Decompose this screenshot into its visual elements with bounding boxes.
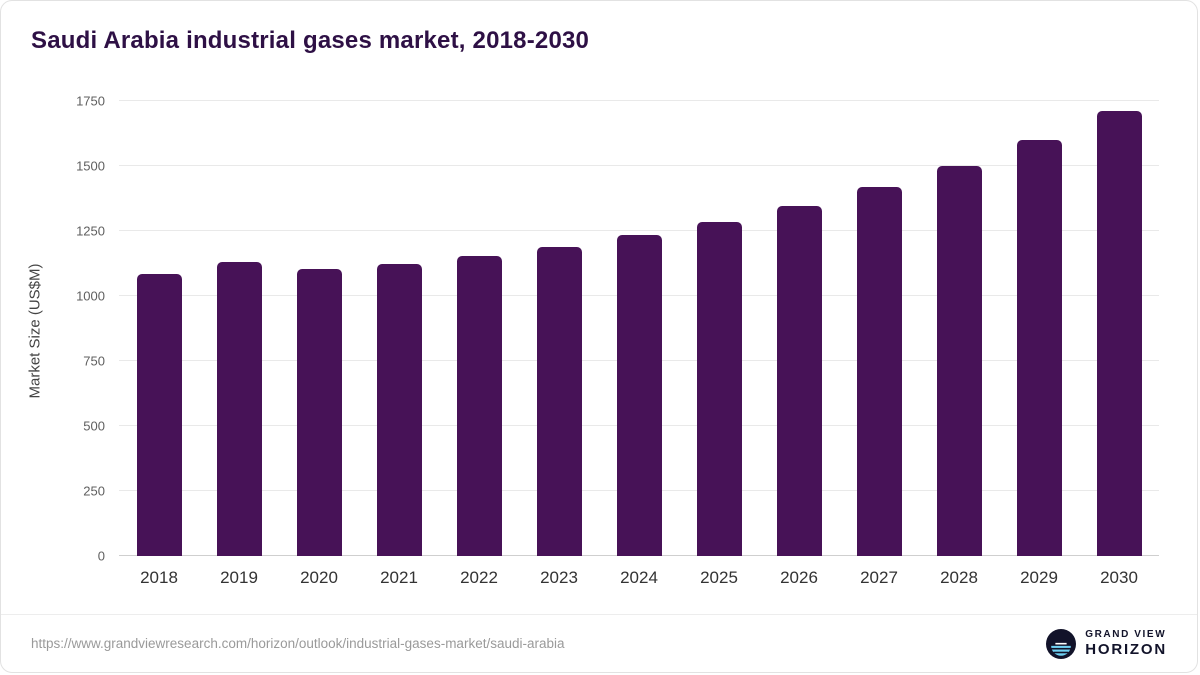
bar-2024: [616, 234, 662, 556]
plot-area: 0 250 500 750 1000 1250 1500 1750 2018 2019 2020 2…: [76, 94, 1159, 587]
bar-2021: [376, 263, 422, 556]
x-tick-label-2028: 2028: [940, 568, 978, 587]
x-tick-label-2030: 2030: [1100, 568, 1138, 587]
x-tick-label-2018: 2018: [140, 568, 178, 587]
gridline: [119, 230, 1159, 231]
x-labels: 2018 2019 2020 2021 2022 2023 2024 2025 2026 2027…: [119, 568, 1159, 588]
x-tick-label-2019: 2019: [220, 568, 258, 587]
bar-2030: [1096, 111, 1142, 556]
grand-view-horizon-logo: GRAND VIEW HORIZON: [1046, 628, 1167, 659]
source-url: https://www.grandviewresearch.com/horizo…: [31, 636, 565, 651]
logo-text-grand-view: GRAND VIEW: [1085, 629, 1167, 641]
bar-slot: [519, 101, 599, 556]
bar-2027: [856, 186, 902, 556]
bar-slot: [119, 101, 199, 556]
bar-slot: [679, 101, 759, 556]
bar-2020: [296, 268, 342, 556]
bar-slot: [199, 101, 279, 556]
bar-2029: [1016, 140, 1062, 556]
x-tick-label-2025: 2025: [700, 568, 738, 587]
bar-2019: [216, 262, 262, 556]
bar-2018: [136, 273, 182, 556]
x-tick-label-2022: 2022: [460, 568, 498, 587]
x-tick-label-2023: 2023: [540, 568, 578, 587]
bar-slot: [359, 101, 439, 556]
bar-slot: [439, 101, 519, 556]
bar-slot: [759, 101, 839, 556]
bar-slot: [839, 101, 919, 556]
x-tick-label-2029: 2029: [1020, 568, 1058, 587]
x-tick-label-2024: 2024: [620, 568, 658, 587]
footer: https://www.grandviewresearch.com/horizo…: [1, 614, 1197, 672]
y-tick-label: 1750: [76, 93, 105, 109]
y-tick-label: 1500: [76, 158, 105, 174]
bar-slot: [599, 101, 679, 556]
y-tick-label: 500: [83, 418, 105, 434]
bar-slot: [919, 101, 999, 556]
bar-2028: [936, 166, 982, 556]
y-tick-label: 750: [83, 353, 105, 369]
bar-slot: [1079, 101, 1159, 556]
y-axis-title: Market Size (US$M): [26, 263, 44, 399]
y-tick-label: 250: [83, 483, 105, 499]
y-tick-label: 1250: [76, 223, 105, 239]
bar-slot: [279, 101, 359, 556]
bars: [119, 101, 1159, 556]
x-tick-label-2027: 2027: [860, 568, 898, 587]
bar-2022: [456, 255, 502, 556]
chart-title: Saudi Arabia industrial gases market, 20…: [31, 27, 590, 54]
bar-2023: [536, 246, 582, 556]
bar-2026: [776, 206, 822, 556]
horizon-logo-icon: [1046, 628, 1077, 659]
bar-slot: [999, 101, 1079, 556]
x-tick-label-2026: 2026: [780, 568, 818, 587]
logo-text-horizon: HORIZON: [1085, 640, 1167, 658]
gridline: [119, 100, 1159, 101]
y-tick-label: 0: [97, 548, 105, 564]
bar-2025: [696, 221, 742, 556]
x-tick-label-2020: 2020: [300, 568, 338, 587]
y-tick-label: 1000: [76, 288, 105, 304]
gridline: [119, 165, 1159, 166]
x-tick-label-2021: 2021: [380, 568, 418, 587]
